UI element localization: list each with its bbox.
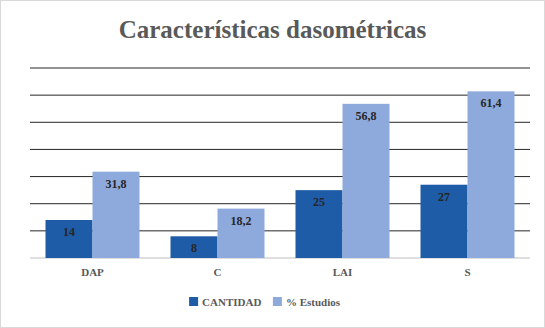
grid-line bbox=[30, 68, 530, 69]
grid-line bbox=[30, 95, 530, 96]
data-label: 61,4 bbox=[481, 96, 502, 110]
legend: CANTIDAD % Estudios bbox=[189, 296, 341, 308]
chart-svg: Características dasométricas 14 31,8 8 18,2 2… bbox=[0, 0, 545, 328]
bar bbox=[46, 220, 93, 258]
data-label: 27 bbox=[438, 190, 450, 204]
legend-label: % Estudios bbox=[286, 296, 341, 308]
bar bbox=[171, 236, 218, 258]
data-label: 31,8 bbox=[106, 177, 127, 191]
data-label: 18,2 bbox=[231, 214, 252, 228]
x-tick-label: C bbox=[214, 266, 222, 278]
bar bbox=[218, 209, 265, 258]
legend-swatch bbox=[273, 297, 282, 306]
grid-line bbox=[30, 149, 530, 150]
bar bbox=[468, 91, 515, 258]
data-label: 25 bbox=[313, 195, 325, 209]
data-label: 8 bbox=[191, 241, 197, 255]
bar bbox=[343, 104, 390, 258]
x-tick-label: S bbox=[464, 266, 470, 278]
data-label: 14 bbox=[63, 225, 75, 239]
bar bbox=[421, 185, 468, 258]
bar bbox=[296, 190, 343, 258]
grid-line bbox=[30, 122, 530, 123]
x-tick-label: LAI bbox=[333, 266, 353, 278]
data-labels: 14 31,8 8 18,2 25 56,8 27 61,4 bbox=[63, 96, 502, 255]
legend-label: CANTIDAD bbox=[202, 296, 261, 308]
chart-root: Características dasométricas 14 31,8 8 18,2 2… bbox=[0, 0, 545, 328]
legend-swatch bbox=[189, 297, 198, 306]
x-tick-label: DAP bbox=[81, 266, 104, 278]
bars bbox=[46, 91, 515, 258]
chart-title: Características dasométricas bbox=[119, 16, 427, 43]
bar bbox=[93, 172, 140, 258]
chart-border bbox=[1, 1, 545, 328]
data-label: 56,8 bbox=[356, 109, 377, 123]
